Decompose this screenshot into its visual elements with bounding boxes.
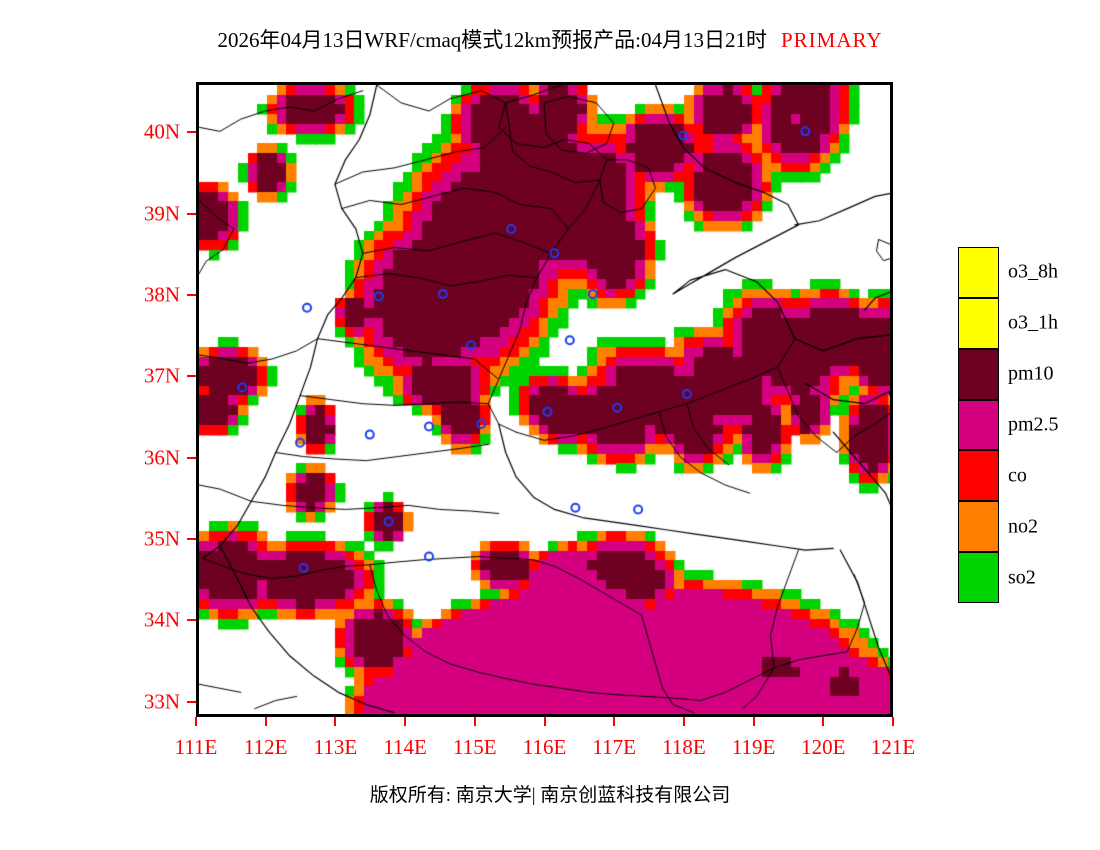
legend-row: o3_1h [958,297,1092,349]
legend-color-swatch [958,399,999,451]
map-plot-inner [199,85,890,714]
y-axis-label: 34N [143,607,180,632]
map-plot-area[interactable] [196,82,893,717]
legend-row: no2 [958,501,1092,553]
legend-row: co [958,450,1092,502]
x-axis-tick [264,717,267,726]
x-axis-label: 114E [383,735,427,759]
legend-color-swatch [958,501,999,553]
x-axis-label: 119E [731,735,776,759]
x-axis-label: 117E [592,735,636,759]
y-axis-tick [187,294,196,297]
y-axis-tick [187,619,196,622]
administrative-boundaries-canvas [199,85,890,714]
x-axis-label: 120E [801,735,846,759]
y-axis-tick [187,700,196,703]
x-axis-label: 121E [870,735,916,759]
x-axis-tick [752,717,755,726]
copyright-footer: 版权所有: 南京大学| 南京创蓝科技有限公司 [369,785,731,806]
legend-color-swatch [958,247,999,298]
y-axis-label: 33N [143,689,180,714]
y-axis-label: 38N [143,282,180,307]
y-axis-tick [187,375,196,378]
x-axis-tick [334,717,337,726]
x-axis-label: 113E [313,735,358,759]
legend-label: no2 [1008,515,1038,538]
x-axis-tick [892,717,894,726]
y-axis-label: 40N [143,119,180,144]
y-axis-tick [187,537,196,540]
legend-color-swatch [958,348,999,400]
legend-color-swatch [958,450,999,502]
legend-label: o3_8h [1008,260,1058,283]
x-axis-tick [404,717,407,726]
x-axis-label: 112E [243,735,288,759]
x-axis-tick [682,717,685,726]
pollutant-legend: o3_8h o3_1h pm10 pm2.5 co no2 so2 [958,247,1092,603]
legend-row: so2 [958,552,1092,603]
legend-label: co [1008,464,1027,487]
x-axis-tick [613,717,616,726]
y-axis-tick [187,131,196,134]
y-axis-label: 37N [143,363,180,388]
x-axis-tick [195,717,197,726]
y-axis-tick [187,456,196,459]
legend-color-swatch [958,552,999,603]
legend-label: o3_1h [1008,311,1058,334]
x-axis-tick [543,717,546,726]
title-main-text: 2026年04月13日WRF/cmaq模式12km预报产品:04月13日21时 [217,28,767,52]
legend-label: so2 [1008,566,1036,589]
title-primary-text: PRIMARY [780,28,883,52]
x-axis-label: 115E [453,735,497,759]
y-axis-tick [187,212,196,215]
x-axis-tick [822,717,825,726]
y-axis-label: 35N [143,526,180,551]
y-axis-label: 36N [143,445,180,470]
legend-label: pm2.5 [1008,413,1059,436]
y-axis-label: 39N [143,201,180,226]
legend-label: pm10 [1008,362,1054,385]
legend-row: o3_8h [958,247,1092,298]
x-axis-tick [473,717,476,726]
legend-row: pm10 [958,348,1092,400]
x-axis-label: 116E [522,735,567,759]
x-axis-label: 111E [174,735,218,759]
x-axis-label: 118E [662,735,706,759]
legend-row: pm2.5 [958,399,1092,451]
page-title: 2026年04月13日WRF/cmaq模式12km预报产品:04月13日21时 P… [0,24,1100,54]
legend-color-swatch [958,297,999,349]
